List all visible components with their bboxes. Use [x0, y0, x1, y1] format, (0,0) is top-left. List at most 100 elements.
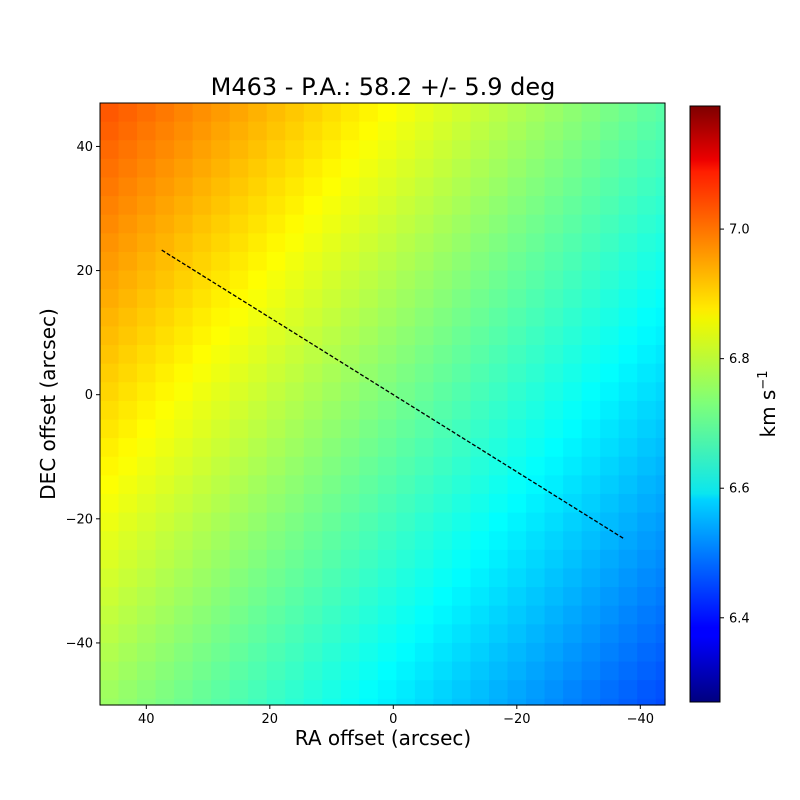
heatmap-cell-r9-c15 [378, 271, 397, 290]
heatmap-cell-r26-c16 [396, 587, 415, 606]
heatmap-cell-r7-c8 [248, 233, 267, 252]
heatmap-cell-r0-c1 [119, 103, 138, 122]
heatmap-cell-r6-c10 [285, 215, 304, 234]
heatmap-cell-r9-c14 [359, 271, 378, 290]
heatmap-cell-r20-c6 [211, 475, 230, 494]
heatmap-cell-r0-c27 [600, 103, 619, 122]
heatmap-cell-r25-c23 [526, 568, 545, 587]
heatmap-cell-r4-c5 [193, 177, 212, 196]
heatmap-cell-r18-c16 [396, 438, 415, 457]
heatmap-cell-r30-c28 [619, 662, 638, 681]
heatmap-cell-r15-c7 [230, 382, 249, 401]
colorbar-label-exponent: −1 [756, 370, 771, 389]
heatmap-cell-r1-c5 [193, 122, 212, 141]
heatmap-cell-r15-c18 [433, 382, 452, 401]
heatmap-cell-r20-c24 [545, 475, 564, 494]
heatmap-cell-r22-c1 [119, 513, 138, 532]
heatmap-cell-r30-c15 [378, 662, 397, 681]
heatmap-cell-r23-c25 [563, 531, 582, 550]
heatmap-cell-r25-c15 [378, 568, 397, 587]
heatmap-cell-r19-c0 [100, 457, 119, 476]
heatmap-cell-r31-c19 [452, 680, 471, 699]
colorbar-tick-label: 6.4 [729, 611, 750, 626]
heatmap-cell-r28-c1 [119, 624, 138, 643]
heatmap-cell-r1-c10 [285, 122, 304, 141]
heatmap-cell-r30-c24 [545, 662, 564, 681]
heatmap-cell-r8-c18 [433, 252, 452, 271]
heatmap-cell-r16-c21 [489, 401, 508, 420]
heatmap-cell-r27-c26 [582, 606, 601, 625]
heatmap-cell-r12-c25 [563, 326, 582, 345]
heatmap-cell-r20-c9 [267, 475, 286, 494]
heatmap-cell-r6-c16 [396, 215, 415, 234]
heatmap-cell-r14-c7 [230, 364, 249, 383]
heatmap-cell-r4-c19 [452, 177, 471, 196]
heatmap-cell-r3-c5 [193, 159, 212, 178]
heatmap-cell-r21-c4 [174, 494, 193, 513]
heatmap-cell-r14-c10 [285, 364, 304, 383]
heatmap-cell-r23-c19 [452, 531, 471, 550]
heatmap-cell-r6-c4 [174, 215, 193, 234]
heatmap-cell-r2-c10 [285, 140, 304, 159]
heatmap-cell-r28-c18 [433, 624, 452, 643]
heatmap-cell-r12-c10 [285, 326, 304, 345]
heatmap-cell-r17-c10 [285, 420, 304, 439]
heatmap-cell-r4-c2 [137, 177, 156, 196]
heatmap-cell-r31-c27 [600, 680, 619, 699]
heatmap-cell-r4-c10 [285, 177, 304, 196]
heatmap-cell-r12-c5 [193, 326, 212, 345]
heatmap-cell-r19-c10 [285, 457, 304, 476]
heatmap-cell-r19-c6 [211, 457, 230, 476]
heatmap-cell-r9-c23 [526, 271, 545, 290]
heatmap-cell-r5-c25 [563, 196, 582, 215]
heatmap-cell-r17-c16 [396, 420, 415, 439]
heatmap-cell-r27-c6 [211, 606, 230, 625]
heatmap-cell-r17-c19 [452, 420, 471, 439]
heatmap-cell-r6-c27 [600, 215, 619, 234]
heatmap-cell-r19-c28 [619, 457, 638, 476]
heatmap-cell-r14-c9 [267, 364, 286, 383]
heatmap-cell-r26-c1 [119, 587, 138, 606]
heatmap-cell-r19-c1 [119, 457, 138, 476]
heatmap-cell-r15-c4 [174, 382, 193, 401]
heatmap-cell-r28-c5 [193, 624, 212, 643]
heatmap-cell-r31-c28 [619, 680, 638, 699]
heatmap-cell-r6-c8 [248, 215, 267, 234]
heatmap-cell-r3-c21 [489, 159, 508, 178]
heatmap-cell-r31-c12 [322, 680, 341, 699]
heatmap-cell-r15-c6 [211, 382, 230, 401]
heatmap-cell-r7-c22 [508, 233, 527, 252]
heatmap-cell-r4-c23 [526, 177, 545, 196]
heatmap-cell-r22-c26 [582, 513, 601, 532]
heatmap-cell-r3-c16 [396, 159, 415, 178]
heatmap-cell-r12-c1 [119, 326, 138, 345]
heatmap-cell-r21-c30 [656, 494, 666, 513]
heatmap-cell-r13-c24 [545, 345, 564, 364]
heatmap-cell-r30-c8 [248, 662, 267, 681]
heatmap-cell-r24-c14 [359, 550, 378, 569]
heatmap-cell-r20-c16 [396, 475, 415, 494]
heatmap-cell-r2-c18 [433, 140, 452, 159]
heatmap-cell-r25-c29 [637, 568, 656, 587]
heatmap-cell-r18-c3 [156, 438, 175, 457]
heatmap-cell-r19-c12 [322, 457, 341, 476]
heatmap-cell-r16-c30 [656, 401, 666, 420]
heatmap-cell-r10-c10 [285, 289, 304, 308]
heatmap-cell-r18-c21 [489, 438, 508, 457]
heatmap-cell-r6-c23 [526, 215, 545, 234]
heatmap-cell-r9-c25 [563, 271, 582, 290]
heatmap-cell-r12-c12 [322, 326, 341, 345]
heatmap-cell-r6-c13 [341, 215, 360, 234]
heatmap-cell-r4-c25 [563, 177, 582, 196]
heatmap-cell-r13-c1 [119, 345, 138, 364]
heatmap-cell-r25-c25 [563, 568, 582, 587]
heatmap-cell-r22-c27 [600, 513, 619, 532]
heatmap-cell-r21-c17 [415, 494, 434, 513]
heatmap-cell-r1-c8 [248, 122, 267, 141]
heatmap-cell-r11-c15 [378, 308, 397, 327]
heatmap-cell-r25-c28 [619, 568, 638, 587]
heatmap-cell-r30-c20 [470, 662, 489, 681]
heatmap-cell-r29-c11 [304, 643, 323, 662]
heatmap-cell-r23-c14 [359, 531, 378, 550]
heatmap-cell-r24-c4 [174, 550, 193, 569]
